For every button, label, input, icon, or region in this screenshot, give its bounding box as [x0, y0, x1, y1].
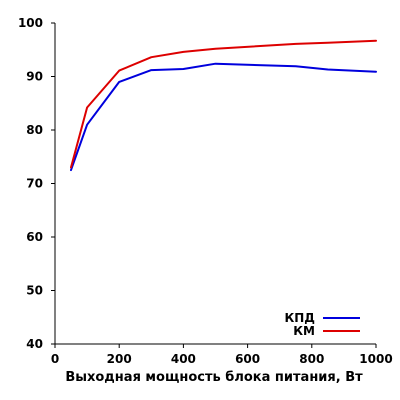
series-line-2: [70, 39, 377, 169]
x-tick-label: 200: [107, 352, 132, 366]
series-layer: [70, 39, 377, 172]
y-tick-label: 80: [26, 123, 43, 137]
series-line-1: [70, 62, 377, 172]
x-tick-label: 400: [171, 352, 196, 366]
x-axis-title: Выходная мощность блока питания, Вт: [65, 370, 363, 385]
x-tick-label: 0: [51, 352, 59, 366]
legend-label-2: КМ: [293, 324, 315, 338]
legend-label-1: КПД: [284, 311, 315, 325]
y-tick-label: 60: [26, 230, 43, 244]
y-tick-label: 90: [26, 70, 43, 84]
x-tick-label: 1000: [359, 352, 392, 366]
y-tick-label: 100: [18, 16, 43, 30]
y-tick-label: 70: [26, 177, 43, 191]
x-tick-label: 800: [299, 352, 324, 366]
x-tick-label: 600: [235, 352, 260, 366]
y-tick-label: 50: [26, 284, 43, 298]
y-tick-label: 40: [26, 337, 43, 351]
